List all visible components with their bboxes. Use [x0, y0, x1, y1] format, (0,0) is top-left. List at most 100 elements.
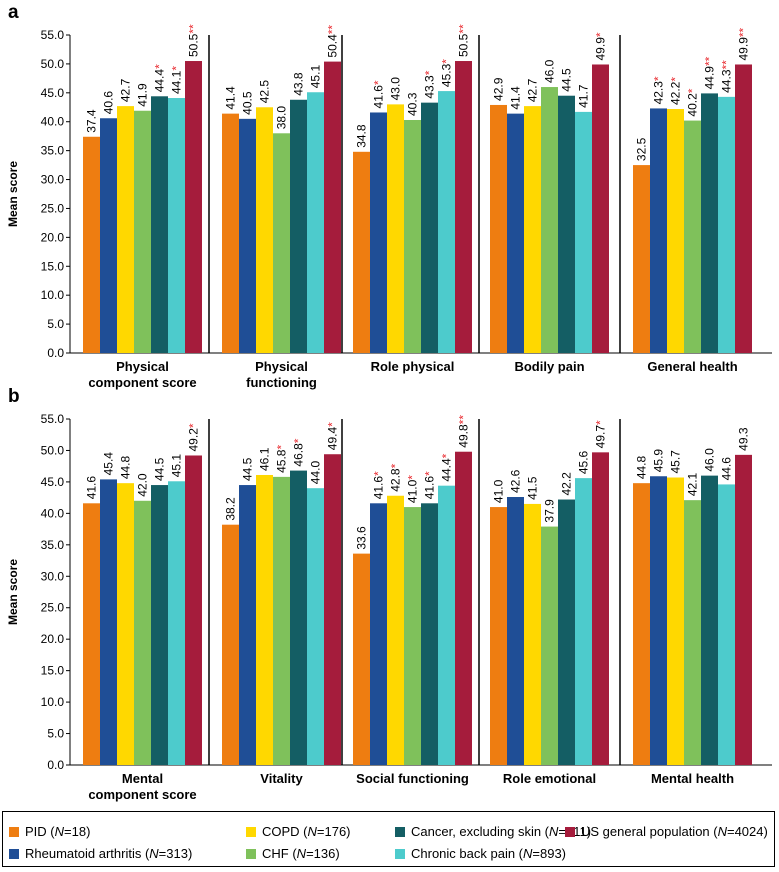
bar-b-3-5	[575, 478, 592, 765]
data-label: 45.3*	[440, 59, 454, 87]
bar-a-4-0	[633, 165, 650, 353]
significance-star: **	[457, 24, 471, 34]
data-label: 45.1	[309, 65, 323, 89]
data-label: 50.5**	[457, 24, 471, 57]
group-label: Mental component score	[88, 771, 196, 802]
y-tick-label: 20.0	[41, 230, 65, 244]
bar-b-1-5	[307, 488, 324, 765]
data-label: 44.3**	[720, 60, 734, 93]
bar-a-2-4	[421, 102, 438, 353]
y-tick-label: 25.0	[41, 601, 65, 615]
significance-star: *	[187, 423, 201, 428]
y-tick-label: 5.0	[47, 317, 64, 331]
data-label: 44.4*	[153, 64, 167, 92]
data-label-value: 44.0	[309, 461, 323, 485]
data-label-value: 50.5	[187, 33, 201, 57]
significance-star: *	[170, 66, 184, 71]
bar-a-4-4	[701, 93, 718, 353]
data-label-value: 38.0	[275, 106, 289, 130]
significance-star: *	[372, 80, 386, 85]
data-label: 41.6*	[372, 471, 386, 499]
bar-b-1-0	[222, 524, 239, 765]
significance-star: **	[326, 25, 340, 35]
data-label-value: 41.4	[509, 86, 523, 110]
data-label-value: 44.8	[635, 455, 649, 479]
data-label: 49.9*	[594, 32, 608, 60]
data-label: 49.2*	[187, 423, 201, 451]
group-label-line: Mental health	[651, 771, 734, 786]
bar-a-1-3	[273, 133, 290, 353]
panel-letter: b	[8, 386, 20, 407]
significance-star: *	[440, 453, 454, 458]
data-label: 42.7	[526, 78, 540, 102]
data-label-value: 49.3	[737, 427, 751, 451]
data-label: 41.6*	[423, 471, 437, 499]
data-label-value: 50.5	[457, 33, 471, 57]
bar-a-3-3	[541, 87, 558, 353]
significance-star: *	[372, 471, 386, 476]
significance-star: **	[703, 56, 717, 66]
bar-a-3-5	[575, 111, 592, 353]
legend-item: CHF (N =136)	[246, 846, 340, 861]
group-label-line: General health	[647, 359, 737, 374]
data-label: 42.8*	[389, 463, 403, 491]
legend-series-name: COPD (	[262, 824, 308, 839]
data-label-value: 40.2	[686, 93, 700, 117]
data-label-value: 46.0	[703, 448, 717, 472]
data-label-value: 42.0	[136, 473, 150, 497]
data-label-value: 40.3	[406, 92, 420, 116]
data-label: 49.7*	[594, 420, 608, 448]
significance-star: **	[187, 24, 201, 34]
data-label: 42.9	[492, 77, 506, 101]
significance-star: *	[669, 77, 683, 82]
bar-b-0-2	[117, 483, 134, 765]
legend-swatch	[395, 826, 405, 837]
bar-a-4-5	[718, 96, 735, 354]
group-label: Vitality	[260, 771, 303, 786]
data-label-value: 49.8	[457, 424, 471, 448]
legend-series-name: CHF (	[262, 846, 297, 861]
data-label: 40.3	[406, 92, 420, 116]
legend-series-name: US general population (	[581, 824, 718, 839]
y-tick-label: 15.0	[41, 664, 65, 678]
data-label-value: 49.7	[594, 425, 608, 449]
bar-a-2-2	[387, 104, 404, 353]
legend-item: Chronic back pain (N =893)	[395, 846, 566, 861]
bar-b-2-2	[387, 495, 404, 765]
significance-star: *	[423, 471, 437, 476]
data-label-value: 46.0	[543, 59, 557, 83]
data-label-value: 44.4	[440, 458, 454, 482]
data-label-value: 44.6	[720, 457, 734, 481]
y-tick-label: 35.0	[41, 144, 65, 158]
data-label: 44.1*	[170, 66, 184, 94]
data-label: 41.4	[509, 86, 523, 110]
bar-b-3-0	[490, 507, 507, 765]
bar-a-0-2	[117, 106, 134, 353]
bar-a-0-1	[100, 118, 117, 353]
bar-a-3-0	[490, 104, 507, 354]
data-label: 42.1	[686, 472, 700, 496]
data-label: 44.5	[153, 457, 167, 481]
y-tick-label: 40.0	[41, 115, 65, 129]
figure: a Mean score 0.0 5.0 10.0 15.0 20.0 25.0 30.0 35.…	[6, 2, 772, 802]
group-label-line: component score	[88, 375, 196, 390]
y-tick-label: 10.0	[41, 288, 65, 302]
bar-b-4-1	[650, 476, 667, 765]
legend-swatch	[9, 826, 19, 837]
data-label-value: 45.8	[275, 449, 289, 473]
bar-a-1-1	[239, 118, 256, 353]
legend-n-label: N	[523, 846, 533, 861]
data-label: 42.6	[509, 469, 523, 493]
data-label-value: 45.4	[102, 452, 116, 476]
group-label-line: Role physical	[371, 359, 455, 374]
data-label: 50.5**	[187, 24, 201, 57]
legend-n-value: =4024)	[726, 824, 768, 839]
bar-b-0-6	[185, 455, 202, 765]
legend-n-label: N	[54, 824, 65, 839]
data-label-value: 41.7	[577, 84, 591, 108]
group-label: Physical functioning	[246, 359, 317, 390]
legend-item: Cancer, excluding skin (N=311)	[395, 824, 591, 839]
bar-a-3-2	[524, 106, 541, 353]
data-label: 32.5	[635, 137, 649, 161]
legend-n-label: N	[296, 846, 307, 861]
